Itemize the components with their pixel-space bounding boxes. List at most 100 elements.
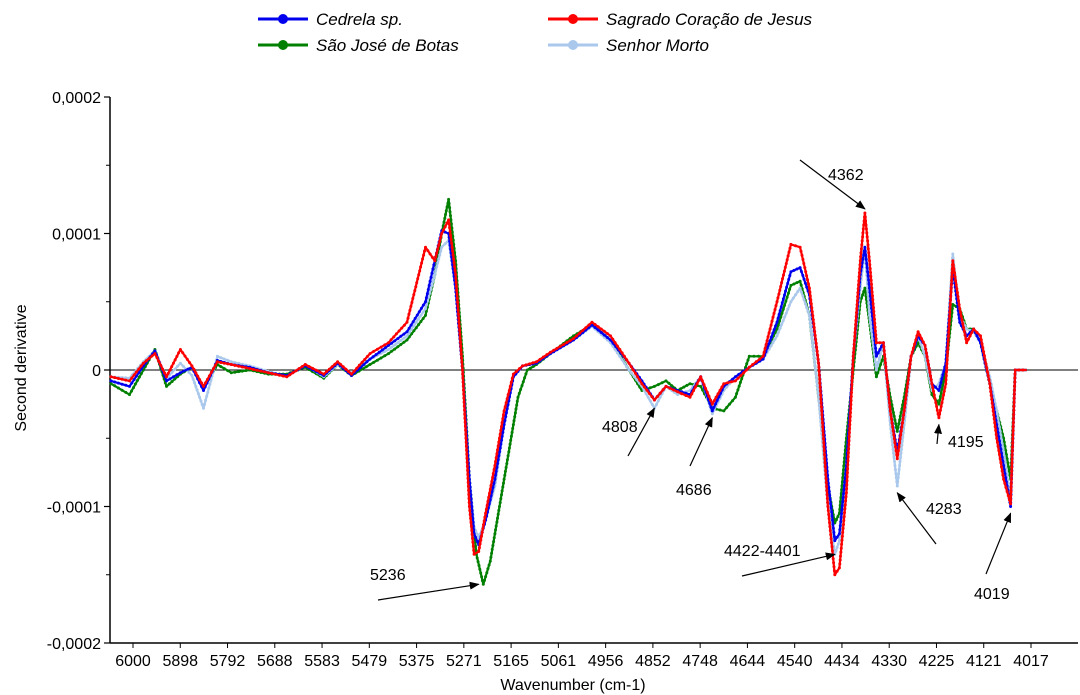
series-point	[991, 405, 995, 409]
y-axis-title: Second derivative	[13, 304, 30, 431]
series-point	[645, 388, 649, 392]
series-point	[510, 376, 514, 380]
series-point	[817, 365, 821, 369]
series-point	[226, 358, 230, 362]
series-point	[215, 354, 219, 358]
series-point	[524, 363, 528, 367]
series-point	[642, 388, 646, 392]
series-point	[872, 306, 875, 310]
series-point	[869, 278, 873, 282]
series-point	[531, 361, 535, 365]
series-point	[450, 245, 454, 249]
series-point	[177, 351, 181, 355]
series-point	[494, 469, 498, 473]
series-point	[892, 414, 896, 418]
series-point	[786, 281, 790, 285]
annotation-label: 4019	[974, 586, 1010, 603]
series-point	[443, 216, 447, 220]
series-point	[937, 402, 941, 406]
series-point	[751, 363, 755, 366]
series-point	[229, 360, 233, 364]
series-point	[1012, 417, 1015, 421]
series-point	[414, 326, 418, 330]
series-point	[407, 312, 411, 316]
series-point	[784, 289, 787, 293]
series-point	[465, 448, 469, 452]
series-point	[851, 366, 855, 370]
series-point	[846, 455, 850, 459]
series-point	[613, 341, 617, 345]
series-point	[838, 558, 842, 562]
series-point	[457, 312, 460, 316]
series-point	[825, 497, 829, 500]
series-point	[437, 243, 441, 247]
series-point	[581, 328, 585, 332]
series-point	[726, 381, 730, 385]
series-point	[333, 362, 337, 366]
series-point	[907, 370, 911, 374]
series-point	[841, 500, 845, 504]
series-point	[377, 350, 381, 354]
series-point	[469, 516, 473, 520]
series-point	[205, 394, 209, 398]
series-point	[932, 393, 936, 397]
series-point	[185, 357, 189, 361]
series-point	[449, 222, 453, 226]
series-point	[851, 358, 855, 362]
series-point	[902, 409, 906, 413]
series-point	[894, 472, 898, 476]
series-point	[482, 523, 485, 527]
series-point	[863, 211, 867, 215]
series-point	[813, 330, 817, 334]
series-point	[389, 338, 393, 342]
series-point	[871, 341, 875, 345]
series-point	[809, 302, 813, 306]
series-point	[955, 291, 959, 295]
series-point	[870, 286, 874, 290]
series-point	[480, 575, 484, 579]
x-tick-label: 5271	[446, 653, 482, 670]
annotation: 5236	[370, 567, 480, 601]
series-point	[504, 401, 508, 405]
series-point	[803, 281, 807, 285]
series-point	[869, 321, 872, 325]
series-point	[352, 369, 356, 373]
series-point	[605, 332, 609, 336]
series-point	[939, 381, 943, 385]
series-point	[170, 370, 174, 374]
series-point	[485, 503, 489, 507]
series-point	[495, 466, 499, 469]
series-point	[838, 562, 842, 566]
series-point	[876, 360, 880, 364]
series-point	[150, 354, 154, 358]
series-point	[602, 329, 606, 333]
series-point	[786, 307, 790, 311]
series-point	[469, 520, 473, 524]
series-point	[466, 468, 470, 472]
series-point	[496, 448, 499, 452]
series-point	[479, 571, 483, 575]
series-point	[1009, 505, 1013, 508]
series-point	[417, 310, 421, 314]
series-point	[1006, 461, 1010, 465]
series-point	[772, 328, 776, 332]
series-point	[828, 529, 832, 533]
series-point	[618, 354, 622, 358]
series-point	[456, 308, 460, 312]
series-point	[500, 434, 504, 438]
series-point	[700, 379, 704, 383]
series-point	[486, 499, 490, 503]
series-point	[575, 334, 579, 338]
series-point	[994, 428, 998, 432]
series-point	[860, 243, 864, 247]
series-point	[801, 294, 805, 298]
series-point	[776, 323, 780, 327]
series-point	[795, 267, 799, 271]
series-point	[116, 381, 120, 385]
series-point	[402, 323, 406, 327]
series-point	[866, 297, 870, 301]
series-point	[998, 457, 1002, 461]
series-point	[471, 544, 475, 548]
series-point	[867, 309, 871, 313]
series-point	[871, 302, 875, 306]
